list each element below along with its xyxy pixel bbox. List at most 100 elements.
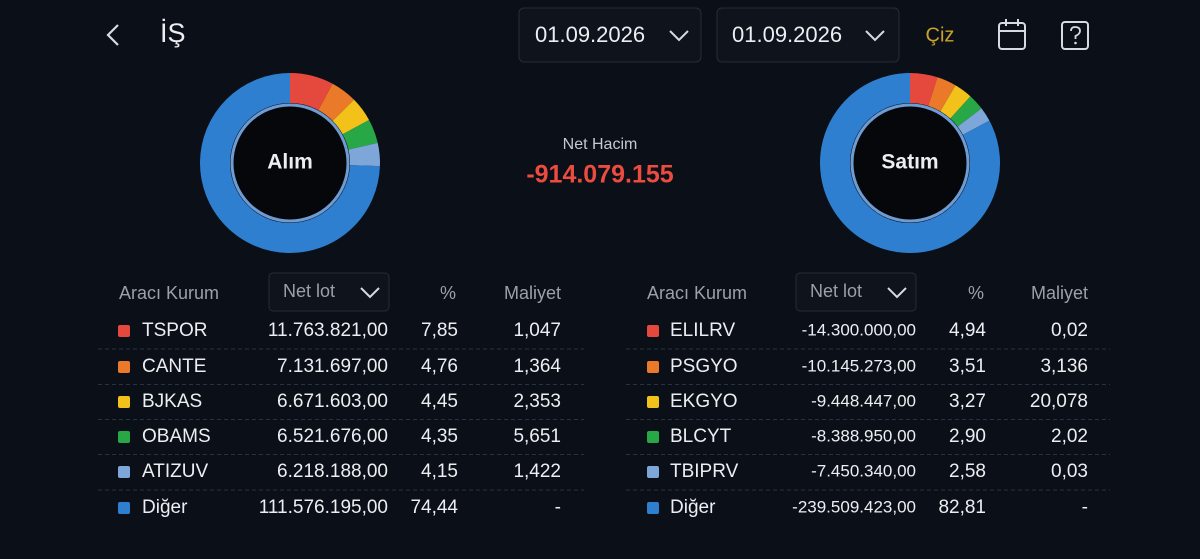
percent: 4,94 <box>949 320 986 341</box>
percent: 2,90 <box>949 426 986 447</box>
cost: 5,651 <box>513 426 561 447</box>
percent: 4,15 <box>421 461 458 482</box>
cost: 3,136 <box>1040 356 1088 377</box>
date-from[interactable]: 01.09.2026 <box>535 22 645 47</box>
donut-label: Satım <box>881 151 938 174</box>
column-header: % <box>440 283 456 303</box>
calendar-button[interactable] <box>998 19 1026 50</box>
dropdown-icon <box>669 30 689 42</box>
percent: 4,76 <box>421 356 458 377</box>
cost: 20,078 <box>1030 391 1088 412</box>
sort-dropdown[interactable] <box>268 272 390 312</box>
percent: 7,85 <box>421 320 458 341</box>
date-from-box[interactable] <box>518 7 702 63</box>
net-lot: -10.145.273,00 <box>802 356 916 375</box>
donut-segment <box>317 83 355 122</box>
legend-swatch <box>647 361 659 373</box>
net-volume-value: -914.079.155 <box>526 161 673 189</box>
broker-name: TBIPRV <box>670 461 739 482</box>
broker-name: Diğer <box>142 497 188 518</box>
donut-center <box>230 103 350 223</box>
legend-swatch <box>118 396 130 408</box>
net-lot: -9.448.447,00 <box>811 391 916 410</box>
cost: 1,047 <box>513 320 561 341</box>
net-volume-label: Net Hacim <box>563 136 638 153</box>
dropdown-icon <box>887 287 907 299</box>
net-lot: 111.576.195,00 <box>259 497 388 518</box>
broker-name: CANTE <box>142 356 206 377</box>
net-lot: -8.388.950,00 <box>811 426 916 445</box>
sort-dropdown[interactable] <box>795 272 917 312</box>
donut-segment <box>348 142 380 167</box>
net-lot: 6.521.676,00 <box>277 426 388 447</box>
title: İŞ <box>160 17 186 48</box>
donut-segment <box>927 77 956 112</box>
draw-button[interactable]: Çiz <box>926 24 955 46</box>
broker-name: OBAMS <box>142 426 211 447</box>
legend-swatch <box>647 396 659 408</box>
broker-name: BLCYT <box>670 426 732 447</box>
column-header: Aracı Kurum <box>119 283 219 303</box>
donut-segment <box>342 119 378 151</box>
broker-name: Diğer <box>670 497 716 518</box>
cost: 2,353 <box>513 391 561 412</box>
donut-segment <box>200 73 380 253</box>
legend-swatch <box>647 431 659 443</box>
net-lot: 7.131.697,00 <box>277 356 388 377</box>
legend-swatch <box>647 466 659 478</box>
column-header: Maliyet <box>1031 283 1088 303</box>
percent: 3,51 <box>949 356 986 377</box>
net-lot: -239.509.423,00 <box>792 497 916 516</box>
net-lot: -7.450.340,00 <box>811 461 916 480</box>
percent: 4,35 <box>421 426 458 447</box>
dropdown-icon <box>865 30 885 42</box>
donut-segment <box>950 96 982 127</box>
donut-segment <box>940 85 971 119</box>
broker-name: TSPOR <box>142 320 207 341</box>
percent: 74,44 <box>410 497 458 518</box>
back-button[interactable] <box>106 24 119 46</box>
column-header[interactable]: Net lot <box>810 281 862 301</box>
column-header: Aracı Kurum <box>647 283 747 303</box>
donut-center <box>850 103 970 223</box>
broker-name: PSGYO <box>670 356 738 377</box>
cost: 1,422 <box>513 461 561 482</box>
percent: 2,58 <box>949 461 986 482</box>
cost: 2,02 <box>1051 426 1088 447</box>
donut-segment <box>332 99 370 135</box>
help-button[interactable] <box>1061 21 1089 50</box>
legend-swatch <box>647 325 659 337</box>
cost: - <box>555 497 561 518</box>
dropdown-icon <box>360 287 380 299</box>
broker-name: ELILRV <box>670 320 735 341</box>
date-to[interactable]: 01.09.2026 <box>732 22 842 47</box>
legend-swatch <box>118 502 130 514</box>
date-to-box[interactable] <box>716 7 900 63</box>
donut-segment <box>289 73 333 111</box>
percent: 82,81 <box>938 497 986 518</box>
donut-label: Alım <box>267 151 313 174</box>
column-header[interactable]: Net lot <box>283 281 335 301</box>
legend-swatch <box>647 502 659 514</box>
donut-segment <box>909 73 938 107</box>
cost: 1,364 <box>513 356 561 377</box>
net-lot: 11.763.821,00 <box>268 320 388 341</box>
legend-swatch <box>118 325 130 337</box>
legend-swatch <box>118 361 130 373</box>
column-header: Maliyet <box>504 283 561 303</box>
cost: - <box>1082 497 1088 518</box>
cost: 0,03 <box>1051 461 1088 482</box>
percent: 4,45 <box>421 391 458 412</box>
donut-segment <box>957 108 990 136</box>
legend-swatch <box>118 431 130 443</box>
broker-name: BJKAS <box>142 391 202 412</box>
net-lot: 6.671.603,00 <box>277 391 388 412</box>
cost: 0,02 <box>1051 320 1088 341</box>
column-header: % <box>968 283 984 303</box>
broker-name: ATIZUV <box>142 461 208 482</box>
broker-name: EKGYO <box>670 391 738 412</box>
percent: 3,27 <box>949 391 986 412</box>
net-lot: 6.218.188,00 <box>277 461 388 482</box>
